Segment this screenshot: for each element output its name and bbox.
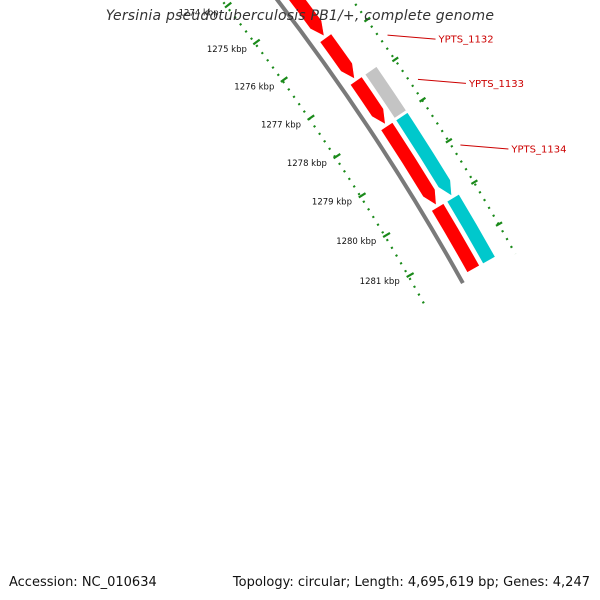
scale-tick-label: 1275 kbp (207, 45, 247, 55)
gene-feature-red[interactable] (349, 76, 386, 125)
scale-tick (406, 272, 415, 279)
scale-tick-label: 1274 kbp (179, 8, 219, 18)
outer-dotted-arc (350, 0, 517, 255)
gene-feature-red[interactable] (431, 203, 480, 273)
gene-leader-line (417, 78, 466, 84)
scale-tick-label: 1281 kbp (360, 277, 400, 287)
scale-tick (252, 38, 261, 46)
accession-label: Accession: NC_010634 (9, 575, 157, 590)
gene-leader-line (387, 34, 436, 40)
backbone-arc (274, 0, 465, 285)
gene-feature-red[interactable] (274, 0, 325, 37)
genome-summary: Topology: circular; Length: 4,695,619 bp… (232, 575, 590, 590)
outer-tick (445, 137, 453, 144)
scale-tick-label: 1279 kbp (312, 198, 352, 208)
gene-feature-grey[interactable] (364, 66, 407, 119)
outer-tick (470, 179, 478, 185)
genome-backbone (274, 0, 465, 285)
gene-leader-line (460, 144, 509, 150)
scale-tick (280, 76, 288, 83)
gene-label[interactable]: YPTS_1133 (468, 79, 524, 90)
outer-tick (418, 96, 427, 103)
gene-label[interactable]: YPTS_1132 (438, 35, 494, 46)
gene-feature-red[interactable] (380, 121, 437, 206)
gene-labels: YPTS_1128YPTS_1129YPTS_1130YPTS_1131YPTS… (387, 34, 566, 155)
gene-features (274, 0, 496, 273)
scale-dotted-arc (220, 0, 426, 305)
gene-label[interactable]: YPTS_1134 (510, 144, 566, 155)
gene-feature-red[interactable] (319, 33, 355, 80)
scale-tick (382, 231, 391, 238)
scale-tick-label: 1278 kbp (287, 159, 327, 169)
outer-tick (363, 16, 371, 23)
scale-tick (358, 192, 367, 199)
gene-feature-cyan[interactable] (446, 193, 496, 265)
gene-feature-cyan[interactable] (395, 112, 453, 197)
scale-tick-label: 1276 kbp (234, 83, 274, 93)
outer-tick (495, 221, 503, 227)
scale-tick (224, 1, 232, 9)
map-title: Yersinia pseudotuberculosis PB1/+, compl… (105, 8, 495, 24)
scale-tick (306, 114, 315, 121)
scale-tick (332, 153, 341, 160)
scale-tick-label: 1277 kbp (261, 120, 301, 130)
scale-tick-label: 1280 kbp (336, 237, 376, 247)
outer-tick (391, 56, 399, 63)
